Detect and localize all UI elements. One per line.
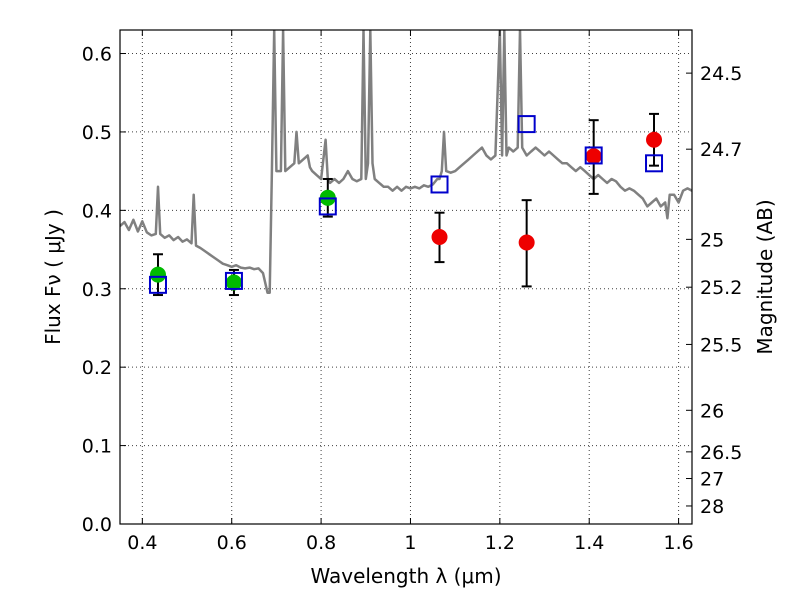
data-point (646, 131, 663, 148)
data-point (431, 229, 448, 246)
x-tick-label: 1.4 (574, 532, 604, 554)
y-tick-label: 0.1 (82, 436, 112, 458)
y-tick-label: 0.0 (82, 514, 112, 536)
data-point (585, 148, 602, 165)
grid-lines (120, 30, 692, 525)
y-tick-label: 0.3 (82, 279, 112, 301)
data-point (149, 266, 166, 283)
model-photometry-point (584, 146, 603, 165)
x-axis: 0.4 0.6 0.8 1 1.2 1.4 1.6 (127, 30, 694, 554)
x-tick-label: 0.4 (127, 532, 157, 554)
x-axis-label: Wavelength λ (μm) (310, 564, 501, 588)
x-tick-label: 1.2 (485, 532, 515, 554)
model-photometry-point (645, 154, 664, 173)
plot-area (120, 30, 692, 297)
magnitude-axis: 24.5 24.7 25 25.2 25.5 26 26.5 27 28 (686, 63, 742, 518)
magnitude-tick-label: 27 (700, 469, 724, 491)
magnitude-tick-label: 25.2 (700, 277, 742, 299)
data-point (225, 274, 242, 291)
y-tick-label: 0.2 (82, 357, 112, 379)
model-photometry-point (430, 175, 449, 194)
y-axis: 0.0 0.1 0.2 0.3 0.4 0.5 0.6 (82, 44, 126, 536)
magnitude-tick-label: 26.5 (700, 442, 742, 464)
y-axis-label: Flux Fν ( μJy ) (41, 209, 65, 345)
magnitude-tick-label: 24.7 (700, 139, 742, 161)
magnitude-axis-label: Magnitude (AB) (753, 199, 777, 354)
model-spectrum-line (120, 30, 692, 294)
x-tick-label: 0.6 (217, 532, 247, 554)
y-tick-label: 0.5 (82, 122, 112, 144)
model-photometry-point (318, 197, 337, 216)
magnitude-tick-label: 25 (700, 229, 724, 251)
magnitude-tick-label: 28 (700, 496, 724, 518)
plot-frame (119, 29, 693, 525)
magnitude-tick-label: 26 (700, 400, 724, 422)
data-point (518, 234, 535, 251)
magnitude-tick-label: 24.5 (700, 63, 742, 85)
model-photometry-point (517, 115, 536, 134)
x-tick-label: 0.8 (306, 532, 336, 554)
model-photometry-point (148, 275, 167, 294)
model-photometry-point (224, 271, 243, 290)
x-tick-label: 1.6 (663, 532, 693, 554)
y-tick-label: 0.6 (82, 44, 112, 66)
magnitude-tick-label: 25.5 (700, 334, 742, 356)
y-tick-label: 0.4 (82, 200, 112, 222)
x-tick-label: 1 (404, 532, 416, 554)
